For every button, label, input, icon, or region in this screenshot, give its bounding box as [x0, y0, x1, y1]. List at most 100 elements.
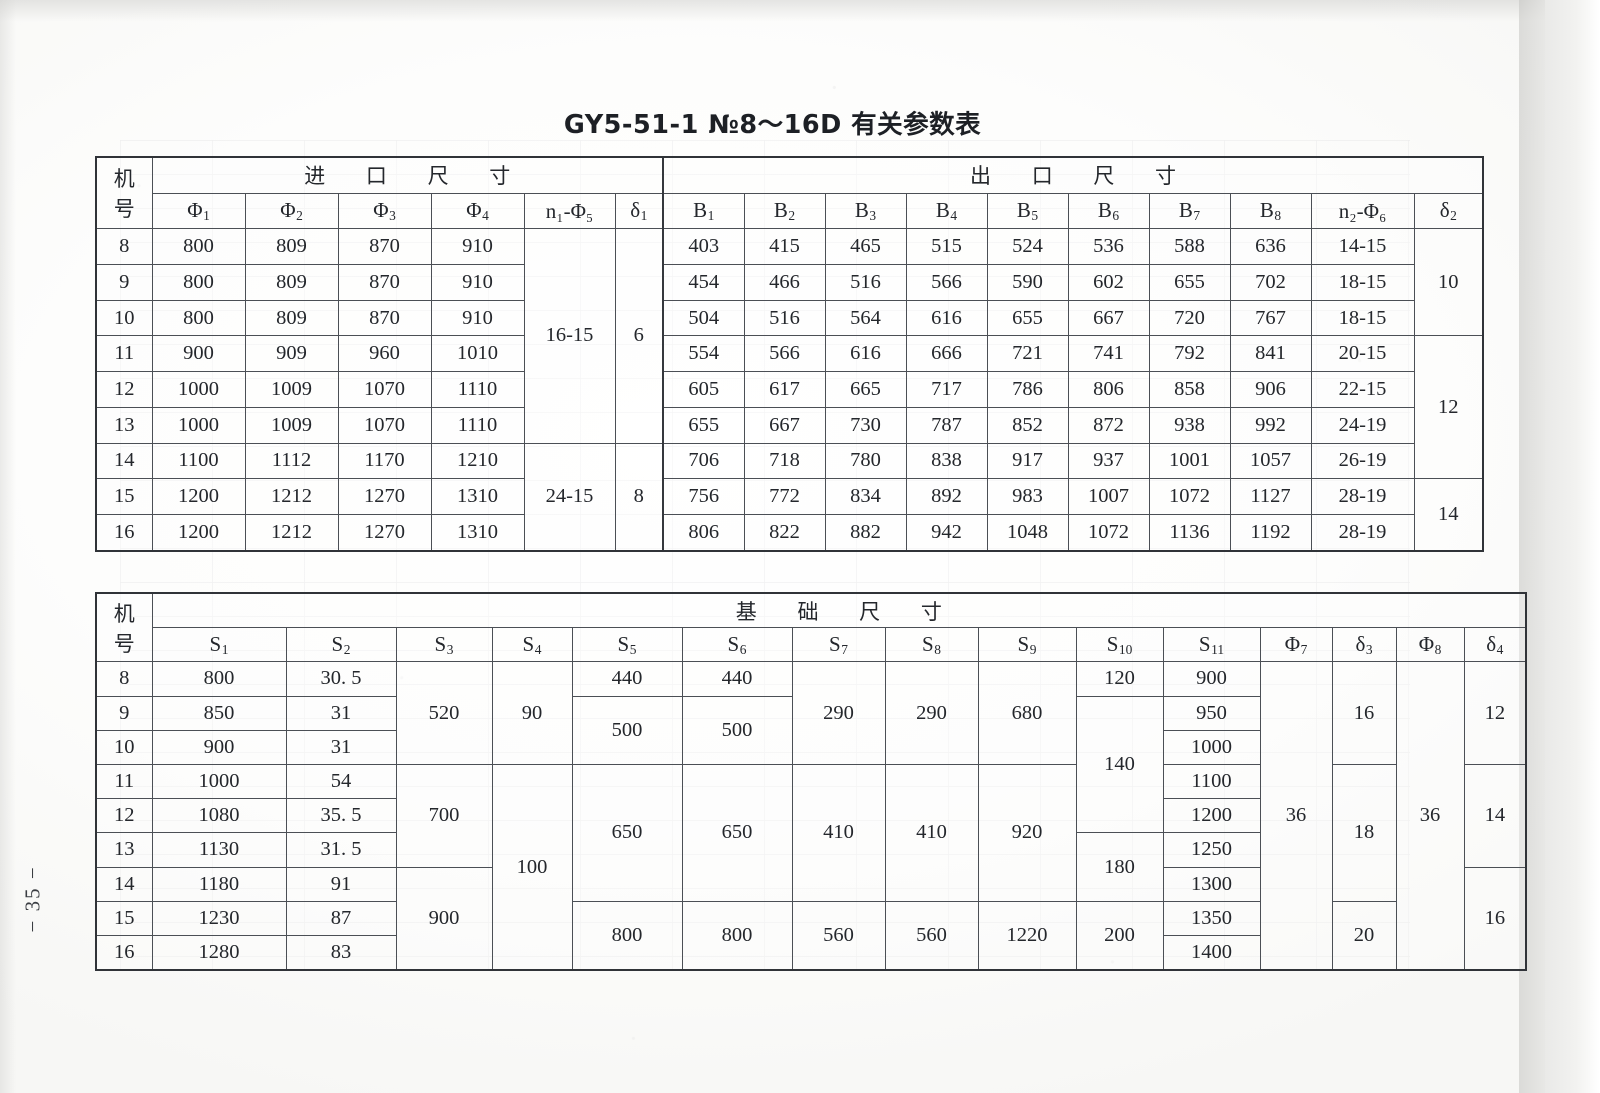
- cell-machine-number: 8: [95, 661, 153, 697]
- cell-s5: 650: [571, 763, 683, 902]
- cell-s7: 290: [791, 661, 886, 765]
- cell-phi2: 809: [244, 264, 339, 301]
- cell-phi1: 1000: [151, 406, 246, 444]
- cell-n2-phi6: 18-15: [1310, 264, 1415, 301]
- cell-s2: 83: [285, 934, 397, 972]
- col-header-s1: S1: [151, 627, 287, 663]
- col-header-s10: S10: [1075, 627, 1164, 663]
- cell-phi2: 809: [244, 299, 339, 337]
- cell-n1-phi5: 24-15: [523, 442, 616, 552]
- cell-phi4: 910: [430, 264, 525, 301]
- cell-b6: 1072: [1067, 513, 1150, 552]
- inlet-outlet-dimensions-table: 机 号 进 口 尺 寸 出 口 尺 寸 Φ1 Φ2 Φ3 Φ4 n₁-Φ₅ δ1…: [95, 155, 1485, 552]
- cell-b8: 1057: [1229, 442, 1312, 480]
- cell-delta4: 16: [1463, 866, 1528, 972]
- page-right-edge-shadow: [1519, 0, 1600, 1093]
- cell-machine-number: 10: [95, 299, 153, 337]
- cell-s1: 1280: [151, 934, 287, 972]
- cell-b5: 852: [986, 406, 1069, 444]
- cell-machine-number: 13: [95, 832, 153, 868]
- cell-n2-phi6: 28-19: [1310, 513, 1415, 552]
- cell-s3: 700: [395, 763, 493, 868]
- table-row: 15 1200 1212 1270 1310 756 772 834 892 983 1007 107…: [95, 478, 1485, 552]
- cell-delta2: 14: [1413, 478, 1485, 552]
- cell-delta3: 18: [1331, 763, 1397, 902]
- table-row: 14 1100 1112 1170 1210 24-15 8 706 718 780 838 917 9…: [95, 442, 1483, 552]
- page-top-edge-shadow: [0, 0, 1545, 22]
- cell-phi3: 1270: [337, 513, 432, 552]
- cell-phi2: 809: [244, 228, 339, 266]
- cell-n1-phi5: 16-15: [523, 228, 616, 444]
- cell-b8: 767: [1229, 299, 1312, 337]
- cell-phi1: 1200: [151, 478, 246, 515]
- table2-body: 8 800 30. 5 520 90 440 440 290 290 680 120 900 36 16 3…: [95, 661, 1528, 972]
- cell-s10: 140: [1075, 695, 1164, 834]
- cell-b5: 524: [986, 228, 1069, 266]
- cell-s2: 31. 5: [285, 832, 397, 868]
- table1-body: 8 800 809 870 910 16-15 6 403 415 465 515 524 536 588…: [95, 228, 1485, 552]
- cell-s1: 850: [151, 695, 287, 731]
- col-header-s2: S2: [285, 627, 397, 663]
- cell-s10: 200: [1075, 900, 1164, 972]
- cell-phi3: 870: [337, 299, 432, 337]
- cell-s3: 520: [395, 661, 493, 765]
- cell-n2-phi6: 18-15: [1310, 299, 1415, 337]
- cell-b7: 655: [1148, 264, 1231, 301]
- cell-b2: 822: [743, 513, 826, 552]
- cell-b4: 838: [905, 442, 988, 480]
- col-header-b6: B6: [1067, 192, 1150, 230]
- cell-b8: 992: [1229, 406, 1312, 444]
- cell-s7: 560: [791, 900, 886, 972]
- cell-b2: 772: [743, 478, 826, 515]
- cell-s5: 440: [571, 661, 683, 697]
- cell-s11: 1200: [1162, 798, 1261, 834]
- cell-n2-phi6: 26-19: [1310, 442, 1415, 480]
- col-header-phi4: Φ4: [430, 192, 525, 230]
- col-header-s7: S7: [791, 627, 886, 663]
- cell-b4: 515: [905, 228, 988, 266]
- cell-phi3: 870: [337, 264, 432, 301]
- table2-column-header-row: S1 S2 S3 S4 S5 S6 S7 S8 S9 S10 S11 Φ7 δ3…: [96, 627, 1528, 663]
- col-header-s3: S3: [395, 627, 493, 663]
- cell-machine-number: 9: [95, 264, 153, 301]
- cell-s9: 920: [977, 763, 1077, 902]
- cell-s11: 1000: [1162, 729, 1261, 765]
- cell-b2: 566: [743, 335, 826, 373]
- foundation-dimensions-table: 机 号 基 础 尺 寸 S1 S2 S3 S4 S5 S6 S7 S8 S9 S…: [95, 592, 1528, 972]
- cell-s8: 290: [884, 661, 979, 765]
- col-header-phi3: Φ3: [337, 192, 432, 230]
- table-row: 16 1200 1212 1270 1310 806 822 882 942 1048 1072 11…: [95, 513, 1483, 552]
- cell-b6: 1007: [1067, 478, 1150, 515]
- cell-s1: 1230: [151, 900, 287, 936]
- table-row: 16 1280 83 1400: [95, 934, 1526, 972]
- cell-b6: 536: [1067, 228, 1150, 266]
- cell-s7: 410: [791, 763, 886, 902]
- cell-b6: 667: [1067, 299, 1150, 337]
- cell-n2-phi6: 14-15: [1310, 228, 1415, 266]
- cell-delta4: 14: [1463, 763, 1528, 868]
- cell-phi4: 1110: [430, 406, 525, 444]
- cell-phi1: 1000: [151, 371, 246, 408]
- col-header-s4: S4: [491, 627, 573, 663]
- cell-s6: 500: [681, 695, 793, 765]
- cell-phi3: 1070: [337, 371, 432, 408]
- cell-b5: 655: [986, 299, 1069, 337]
- cell-s10: 180: [1075, 832, 1164, 902]
- cell-s6: 440: [681, 661, 793, 697]
- cell-b7: 588: [1148, 228, 1231, 266]
- table-row: 9 850 31 500 500 140 950: [95, 695, 1526, 834]
- cell-phi4: 1110: [430, 371, 525, 408]
- cell-s9: 680: [977, 661, 1077, 765]
- cell-b4: 892: [905, 478, 988, 515]
- cell-b1: 756: [662, 478, 745, 515]
- foundation-group-header: 基 础 尺 寸: [151, 592, 1528, 629]
- cell-s11: 1400: [1162, 934, 1261, 972]
- cell-b8: 636: [1229, 228, 1312, 266]
- cell-b1: 454: [662, 264, 745, 301]
- col-header-b8: B8: [1229, 192, 1312, 230]
- cell-phi3: 1170: [337, 442, 432, 480]
- cell-s1: 1000: [151, 763, 287, 800]
- cell-b6: 937: [1067, 442, 1150, 480]
- cell-phi2: 1009: [244, 406, 339, 444]
- cell-s11: 950: [1162, 695, 1261, 731]
